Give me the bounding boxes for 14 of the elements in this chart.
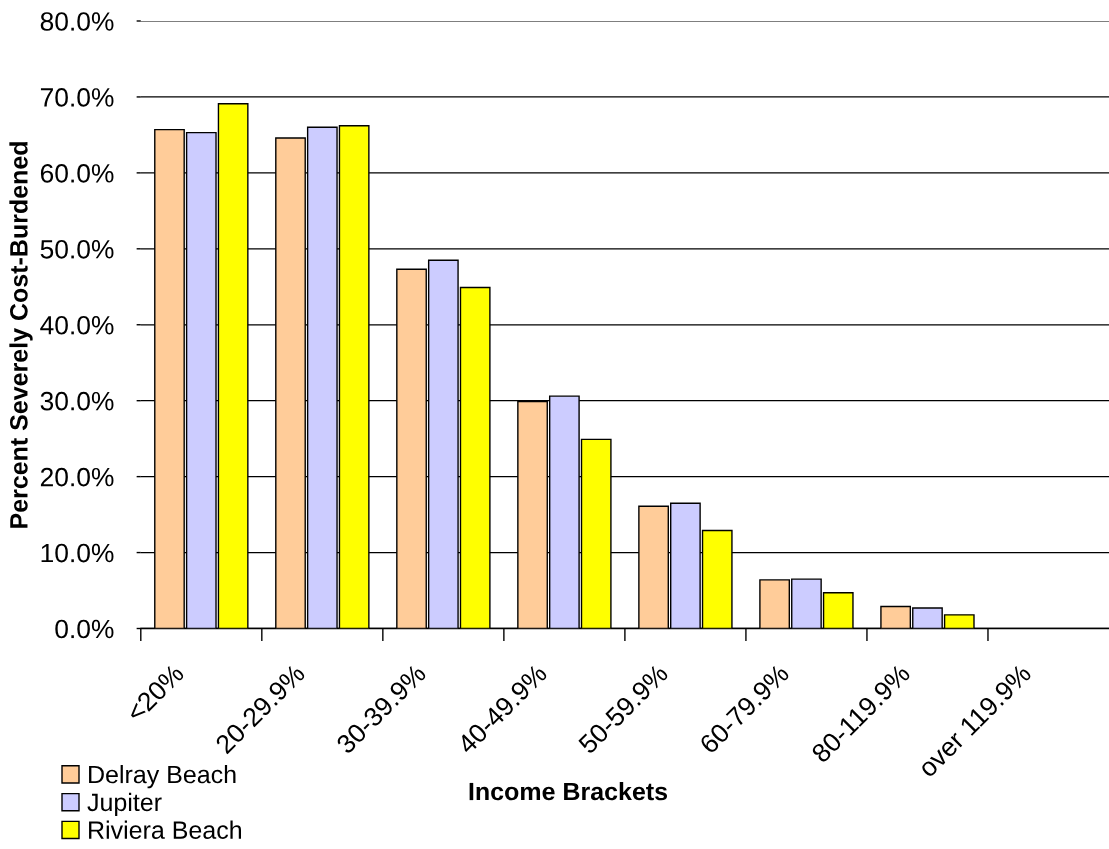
- y-tick-label: 20.0%: [40, 467, 114, 487]
- y-tick-label: 10.0%: [41, 543, 114, 563]
- legend-label: Jupiter: [87, 792, 162, 817]
- x-axis-title: Income Brackets: [469, 782, 668, 801]
- y-tick-label: 0.0%: [55, 619, 114, 639]
- y-tick-label: 70.0%: [40, 88, 114, 107]
- y-tick-label: 50.0%: [40, 239, 114, 259]
- legend-label: Riviera Beach: [89, 820, 241, 839]
- y-tick-label: 80.0%: [40, 12, 114, 31]
- y-tick-label: 40.0%: [40, 315, 114, 335]
- y-axis-title: Percent Severely Cost-Burdened: [9, 142, 33, 528]
- y-tick-label: 60.0%: [40, 164, 114, 183]
- legend-label: Delray Beach: [89, 765, 236, 789]
- y-tick-label: 30.0%: [40, 391, 114, 411]
